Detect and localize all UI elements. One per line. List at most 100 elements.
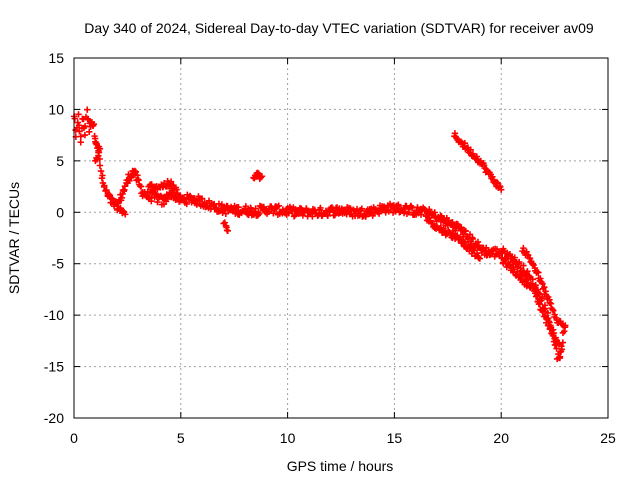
data-point	[77, 133, 84, 140]
data-point	[558, 320, 566, 328]
data-point	[99, 172, 106, 179]
plot-frame	[73, 57, 609, 419]
data-point	[76, 128, 83, 135]
data-point	[557, 347, 565, 355]
data-point	[553, 345, 560, 352]
data-point	[71, 115, 79, 122]
data-point	[550, 307, 557, 314]
data-point	[473, 249, 481, 257]
data-point	[462, 227, 469, 235]
data-point	[84, 106, 91, 113]
data-point	[474, 238, 482, 246]
data-point	[510, 266, 518, 273]
data-point	[533, 292, 541, 299]
data-point	[86, 128, 93, 135]
data-point	[114, 199, 122, 206]
data-point	[255, 210, 263, 218]
y-tick-label: -10	[44, 307, 64, 323]
data-point	[546, 299, 553, 306]
data-point	[511, 254, 518, 261]
x-tick-label: 5	[177, 430, 185, 446]
data-point	[431, 209, 438, 216]
data-point	[154, 198, 161, 206]
data-point	[551, 311, 558, 318]
x-tick-label: 20	[493, 430, 509, 446]
data-point	[258, 173, 266, 180]
data-point	[542, 312, 549, 319]
data-point	[534, 286, 542, 293]
data-point	[520, 244, 527, 252]
data-point	[414, 204, 421, 211]
data-point	[103, 187, 110, 194]
data-point	[288, 208, 296, 216]
data-point	[515, 258, 523, 266]
data-point	[381, 203, 388, 210]
data-point	[222, 210, 230, 217]
x-tick-label: 25	[600, 430, 616, 446]
data-point	[542, 288, 549, 295]
data-point	[524, 279, 532, 286]
data-point	[536, 300, 544, 308]
x-axis-label: GPS time / hours	[287, 458, 394, 474]
data-point	[541, 284, 548, 291]
data-point	[92, 140, 100, 147]
data-point	[96, 162, 104, 169]
data-point	[555, 341, 563, 348]
chart-title: Day 340 of 2024, Sidereal Day-to-day VTE…	[84, 20, 594, 36]
y-tick-label: 10	[48, 101, 64, 117]
data-point	[81, 123, 89, 130]
data-point	[362, 212, 369, 220]
data-point	[530, 261, 537, 269]
data-point	[524, 268, 531, 275]
data-point	[535, 269, 542, 276]
data-point	[544, 316, 551, 323]
data-point	[476, 255, 484, 262]
data-point	[128, 173, 135, 181]
data-point	[526, 273, 533, 280]
data-point	[122, 211, 129, 218]
data-point	[254, 169, 261, 176]
data-point	[539, 308, 546, 316]
data-point	[324, 212, 331, 220]
data-point	[81, 131, 89, 139]
data-point	[537, 275, 544, 282]
data-point	[550, 329, 558, 337]
x-tick-label: 0	[70, 430, 78, 446]
data-point	[198, 195, 206, 202]
x-tick-label: 10	[280, 430, 296, 446]
data-point	[454, 221, 462, 228]
data-point	[84, 116, 92, 123]
y-tick-label: 0	[56, 204, 64, 220]
data-point	[92, 157, 99, 165]
grid	[74, 58, 608, 418]
data-point	[224, 227, 231, 234]
data-point	[453, 232, 460, 240]
data-point	[317, 204, 324, 212]
data-point	[93, 154, 100, 162]
data-point	[385, 208, 392, 215]
data-point	[75, 111, 82, 118]
y-axis-label: SDTVAR / TECUs	[6, 182, 22, 294]
data-point	[235, 203, 242, 211]
data-point	[90, 120, 98, 128]
y-tick-label: -20	[44, 410, 64, 426]
data-point	[520, 262, 527, 269]
data-point	[456, 234, 463, 242]
y-tick-label: -15	[44, 359, 64, 375]
data-point	[252, 205, 259, 212]
data-points	[70, 106, 569, 363]
data-point	[173, 186, 180, 193]
y-tick-label: 5	[56, 153, 64, 169]
y-tick-label: 15	[48, 50, 64, 66]
data-point	[518, 272, 525, 279]
data-point	[132, 168, 140, 176]
data-point	[242, 203, 250, 210]
data-point	[507, 261, 514, 268]
data-point	[257, 174, 265, 181]
y-axis: 15 10 5 0 -5 -10 -15 -20	[44, 50, 608, 426]
data-point	[498, 186, 505, 193]
data-point	[218, 201, 226, 208]
data-point	[532, 293, 540, 300]
y-tick-label: -5	[52, 256, 65, 272]
